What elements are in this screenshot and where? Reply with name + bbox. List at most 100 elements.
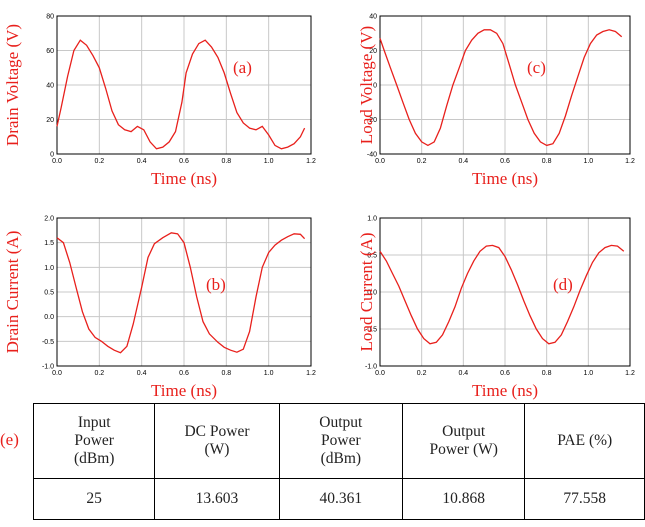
value-dc-power: 13.603	[154, 478, 280, 520]
header-line: (W)	[204, 441, 230, 458]
x-tick-label: 0.8	[221, 158, 231, 165]
table-value-row: 25 13.603 40.361 10.868 77.558	[32, 478, 645, 520]
plot-frame	[379, 217, 631, 367]
plot-frame	[56, 15, 312, 155]
y-tick-label: 0.5	[44, 290, 54, 297]
y-tick-label: 20	[369, 48, 377, 55]
x-tick-label: 0.2	[417, 370, 427, 377]
y-tick-label: -1.0	[42, 364, 54, 371]
x-tick-label: 0.2	[94, 370, 104, 377]
x-tick-label: 1.0	[583, 370, 593, 377]
x-tick-label: 0.2	[417, 158, 427, 165]
y-tick-label: -0.5	[42, 339, 54, 346]
x-tick-label: 0.4	[137, 370, 147, 377]
header-line: (dBm)	[73, 449, 115, 467]
chart-panel-a: 0.0 0.2 0.4 0.6 0.8 1.0 1.2 0 20 40 60 80 Time (ns) D…	[3, 14, 316, 189]
y-tick-label: 2.0	[44, 216, 54, 223]
series-line	[56, 232, 306, 354]
y-axis-label: Drain Current (A)	[3, 231, 22, 354]
table-header-row: Input Power (dBm) DC Power (W) Output Po…	[32, 403, 645, 479]
value-input-power: 25	[32, 478, 156, 520]
header-line: Power	[321, 432, 361, 450]
header-line: (dBm)	[320, 449, 362, 467]
x-tick-label: 0.8	[221, 370, 231, 377]
y-tick-label: 0.0	[44, 314, 54, 321]
header-line: DC Power	[184, 423, 250, 441]
x-tick-label: 0.0	[52, 370, 62, 377]
y-axis-label: Drain Voltage (V)	[3, 24, 22, 146]
y-tick-label: 20	[46, 117, 54, 124]
header-pae: PAE (%)	[524, 403, 645, 479]
y-tick-label: 1.5	[44, 240, 54, 247]
value-pae: 77.558	[524, 478, 645, 520]
y-tick-label: 0.5	[367, 253, 377, 260]
y-axis-label: Load Current (A)	[357, 233, 376, 352]
chart-panel-b: 0.0 0.2 0.4 0.6 0.8 1.0 1.2 -1.0 -0.5 0.0 0.5 1.0 1.…	[3, 216, 316, 401]
y-axis-label: Load Voltage (V)	[357, 26, 376, 144]
value-output-power-w: 10.868	[401, 478, 526, 520]
header-line: PAE (%)	[557, 432, 613, 450]
series-line	[379, 244, 625, 345]
x-axis-label: Time (ns)	[472, 381, 538, 400]
y-tick-label: 0.0	[367, 290, 377, 297]
x-tick-label: 1.2	[306, 158, 316, 165]
x-tick-label: 0.6	[179, 158, 189, 165]
x-tick-label: 0.4	[137, 158, 147, 165]
header-line: Input	[77, 414, 111, 432]
panel-label: (d)	[553, 275, 573, 294]
plot-frame	[56, 217, 312, 367]
y-tick-label: 40	[46, 83, 54, 90]
y-tick-label: -1.0	[365, 364, 377, 371]
header-input-power: Input Power (dBm)	[32, 403, 156, 479]
y-tick-label: -20	[367, 117, 377, 124]
header-line: Power (W)	[429, 441, 498, 458]
x-tick-label: 1.0	[583, 158, 593, 165]
x-tick-label: 0.8	[542, 158, 552, 165]
x-tick-label: 0.6	[179, 370, 189, 377]
y-tick-label: 40	[369, 14, 377, 21]
series-line	[56, 39, 306, 150]
plot-frame	[379, 15, 631, 155]
x-axis-label: Time (ns)	[151, 169, 217, 188]
panel-label: (c)	[527, 58, 546, 77]
x-tick-label: 1.2	[306, 370, 316, 377]
chart-panel-c: 0.0 0.2 0.4 0.6 0.8 1.0 1.2 -40 -20 0 20 40 Time (ns…	[357, 14, 635, 189]
x-tick-label: 0.6	[500, 158, 510, 165]
results-table: Input Power (dBm) DC Power (W) Output Po…	[32, 403, 645, 520]
x-tick-label: 0.2	[94, 158, 104, 165]
x-tick-label: 0.0	[52, 158, 62, 165]
series-line	[379, 29, 623, 147]
x-tick-label: 0.6	[500, 370, 510, 377]
y-tick-label: 0	[50, 152, 54, 159]
x-tick-label: 1.2	[625, 370, 635, 377]
header-dc-power: DC Power (W)	[154, 403, 280, 479]
x-tick-label: 1.0	[264, 158, 274, 165]
y-tick-label: 60	[46, 48, 54, 55]
x-tick-label: 0.4	[458, 158, 468, 165]
x-axis-label: Time (ns)	[472, 169, 538, 188]
header-line: Output	[442, 423, 486, 441]
header-line: Power	[74, 432, 114, 450]
x-tick-label: 1.2	[625, 158, 635, 165]
charts-figure: 0.0 0.2 0.4 0.6 0.8 1.0 1.2 0 20 40 60 80 Time (ns) D…	[3, 14, 635, 401]
x-tick-label: 0.0	[375, 370, 385, 377]
header-line: Output	[319, 414, 363, 432]
y-tick-label: -0.5	[365, 327, 377, 334]
chart-panel-d: 0.0 0.2 0.4 0.6 0.8 1.0 1.2 -1.0 -0.5 0.0 0.5 1.0 Ti…	[357, 216, 635, 401]
x-tick-label: 0.8	[542, 370, 552, 377]
x-tick-label: 1.0	[264, 370, 274, 377]
y-tick-label: 80	[46, 14, 54, 21]
panel-label: (b)	[206, 275, 226, 294]
x-tick-label: 0.4	[458, 370, 468, 377]
header-output-power-dbm: Output Power (dBm)	[278, 403, 404, 479]
y-tick-label: 1.0	[44, 265, 54, 272]
header-output-power-w: Output Power (W)	[401, 403, 526, 479]
x-tick-label: 0.0	[375, 158, 385, 165]
value-output-power-dbm: 40.361	[278, 478, 404, 520]
y-tick-label: 1.0	[367, 216, 377, 223]
table-label: (e)	[0, 430, 19, 449]
x-axis-label: Time (ns)	[151, 381, 217, 400]
y-tick-label: 0	[373, 83, 377, 90]
y-tick-label: -40	[367, 152, 377, 159]
panel-label: (a)	[233, 58, 252, 77]
